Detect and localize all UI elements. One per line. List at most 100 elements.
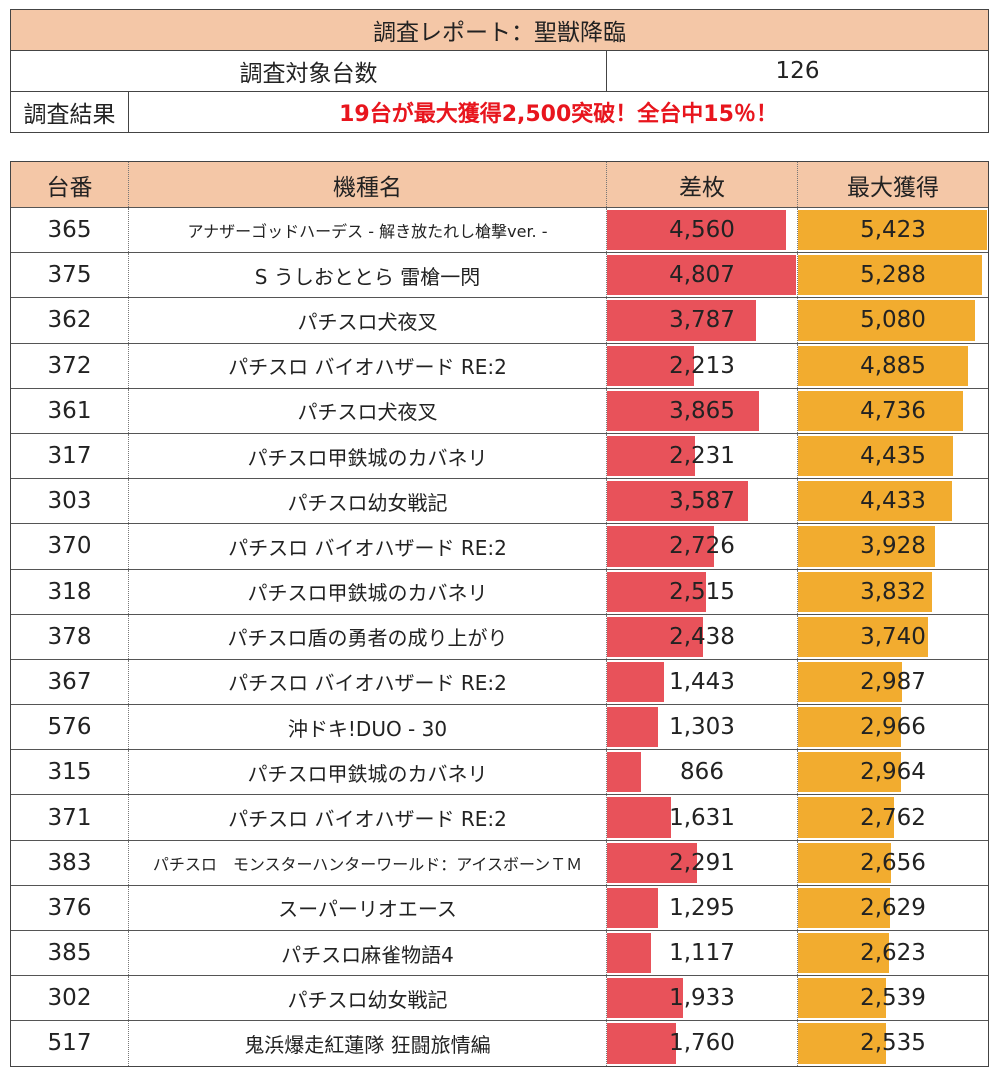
max-gain-value: 5,423: [860, 217, 926, 244]
max-gain-cell: 5,423: [798, 208, 988, 252]
max-gain-value: 2,966: [860, 714, 926, 741]
max-gain-value: 2,535: [860, 1030, 926, 1057]
coin-difference-cell: 1,631: [607, 795, 798, 840]
coin-difference-value: 3,865: [669, 397, 735, 424]
max-gain-bar: [798, 797, 894, 838]
table-row: 370 パチスロ バイオハザード RE:2 2,726 3,928: [11, 523, 988, 569]
max-gain-value: 2,623: [860, 940, 926, 967]
max-gain-cell: 3,740: [798, 615, 988, 659]
result-row: 調査結果 19台が最大獲得2,500突破！全台中15％！: [10, 92, 989, 133]
header-machine-number: 台番: [11, 162, 129, 207]
max-gain-bar: [798, 661, 902, 703]
table-row: 362 パチスロ犬夜叉 3,787 5,080: [11, 297, 988, 343]
coin-difference-value: 2,213: [669, 352, 735, 379]
model-name: パチスロ犬夜叉: [129, 298, 607, 343]
table-header-row: 台番 機種名 差枚 最大獲得: [11, 162, 988, 207]
model-name: アナザーゴッドハーデス - 解き放たれし槍撃ver. -: [129, 208, 607, 253]
coin-difference-value: 2,291: [669, 849, 735, 876]
max-gain-bar: [798, 571, 932, 612]
model-name: パチスロ犬夜叉: [129, 388, 607, 433]
coin-difference-value: 4,807: [669, 262, 735, 289]
coin-difference-bar: [607, 978, 683, 1019]
target-count-label: 調査対象台数: [11, 51, 607, 91]
coin-difference-cell: 2,291: [607, 840, 798, 885]
coin-difference-value: 3,787: [669, 307, 735, 334]
coin-difference-cell: 2,231: [607, 433, 798, 479]
max-gain-bar: [798, 390, 963, 431]
machine-number: 372: [11, 343, 129, 388]
table-row: 371 パチスロ バイオハザード RE:2 1,631 2,762: [11, 794, 988, 840]
model-name: パチスロ甲鉄城のカバネリ: [129, 433, 607, 479]
machine-number: 302: [11, 976, 129, 1021]
table-row: 372 パチスロ バイオハザード RE:2 2,213 4,885: [11, 342, 988, 388]
coin-difference-bar: [607, 255, 796, 296]
max-gain-cell: 2,539: [798, 976, 988, 1020]
model-name: パチスロ モンスターハンターワールド：アイスボーンＴＭ: [129, 840, 607, 885]
table-row: 383 パチスロ モンスターハンターワールド：アイスボーンＴＭ 2,291 2,656: [11, 839, 988, 885]
max-gain-bar: [798, 887, 890, 928]
table-row: 378 パチスロ盾の勇者の成り上がり 2,438 3,740: [11, 613, 988, 659]
report-header: 調査レポート：聖獣降臨 調査対象台数 126 調査結果 19台が最大獲得2,50…: [10, 9, 989, 133]
coin-difference-bar: [607, 887, 658, 928]
coin-difference-value: 1,295: [669, 894, 735, 921]
result-text: 19台が最大獲得2,500突破！全台中15％！: [339, 102, 778, 127]
model-name: パチスロ バイオハザード RE:2: [129, 795, 607, 840]
table-row: 361 パチスロ犬夜叉 3,865 4,736: [11, 387, 988, 433]
max-gain-cell: 3,928: [798, 524, 988, 568]
machine-number: 576: [11, 705, 129, 750]
machine-number: 371: [11, 795, 129, 840]
results-table: 台番 機種名 差枚 最大獲得 365 アナザーゴッドハーデス - 解き放たれし槍撃…: [10, 161, 989, 1067]
coin-difference-value: 2,726: [669, 533, 735, 560]
coin-difference-bar: [607, 571, 706, 612]
max-gain-cell: 2,987: [798, 660, 988, 704]
max-gain-bar: [798, 435, 953, 477]
model-name: パチスロ バイオハザード RE:2: [129, 343, 607, 388]
coin-difference-value: 2,438: [669, 623, 735, 650]
coin-difference-cell: 1,443: [607, 659, 798, 705]
max-gain-bar: [798, 616, 928, 657]
max-gain-cell: 4,435: [798, 434, 988, 478]
max-gain-value: 2,656: [860, 849, 926, 876]
machine-number: 376: [11, 885, 129, 930]
max-gain-bar: [798, 210, 987, 251]
machine-number: 303: [11, 479, 129, 524]
table-row: 318 パチスロ甲鉄城のカバネリ 2,515 3,832: [11, 568, 988, 614]
max-gain-value: 5,080: [860, 307, 926, 334]
table-row: 315 パチスロ甲鉄城のカバネリ 866 2,964: [11, 749, 988, 795]
max-gain-bar: [798, 933, 889, 974]
coin-difference-bar: [607, 210, 786, 251]
machine-number: 367: [11, 659, 129, 705]
max-gain-cell: 2,535: [798, 1021, 988, 1065]
table-row: 576 沖ドキ!DUO - 30 1,303 2,966: [11, 704, 988, 750]
coin-difference-bar: [607, 661, 664, 703]
max-gain-bar: [798, 842, 891, 883]
max-gain-cell: 4,885: [798, 344, 988, 388]
coin-difference-cell: 1,303: [607, 705, 798, 750]
machine-number: 318: [11, 569, 129, 614]
coin-difference-cell: 2,438: [607, 614, 798, 659]
max-gain-value: 4,736: [860, 397, 926, 424]
max-gain-cell: 2,656: [798, 841, 988, 885]
max-gain-value: 2,964: [860, 759, 926, 786]
result-label: 調査結果: [11, 92, 129, 132]
coin-difference-value: 1,443: [669, 668, 735, 695]
model-name: パチスロ バイオハザード RE:2: [129, 524, 607, 569]
model-name: パチスロ甲鉄城のカバネリ: [129, 750, 607, 795]
coin-difference-cell: 1,295: [607, 885, 798, 930]
target-count-value: 126: [775, 58, 820, 84]
table-row: 302 パチスロ幼女戦記 1,933 2,539: [11, 975, 988, 1021]
coin-difference-bar: [607, 707, 658, 748]
machine-number: 378: [11, 614, 129, 659]
max-gain-value: 5,288: [860, 262, 926, 289]
coin-difference-cell: 3,787: [607, 298, 798, 343]
coin-difference-bar: [607, 752, 641, 793]
max-gain-bar: [798, 300, 975, 341]
report-title-row: 調査レポート：聖獣降臨: [10, 9, 989, 51]
coin-difference-value: 3,587: [669, 488, 735, 515]
coin-difference-bar: [607, 616, 703, 657]
model-name: パチスロ幼女戦記: [129, 479, 607, 524]
max-gain-bar: [798, 345, 968, 386]
table-row: 303 パチスロ幼女戦記 3,587 4,433: [11, 478, 988, 524]
max-gain-value: 2,762: [860, 804, 926, 831]
coin-difference-cell: 2,213: [607, 343, 798, 388]
